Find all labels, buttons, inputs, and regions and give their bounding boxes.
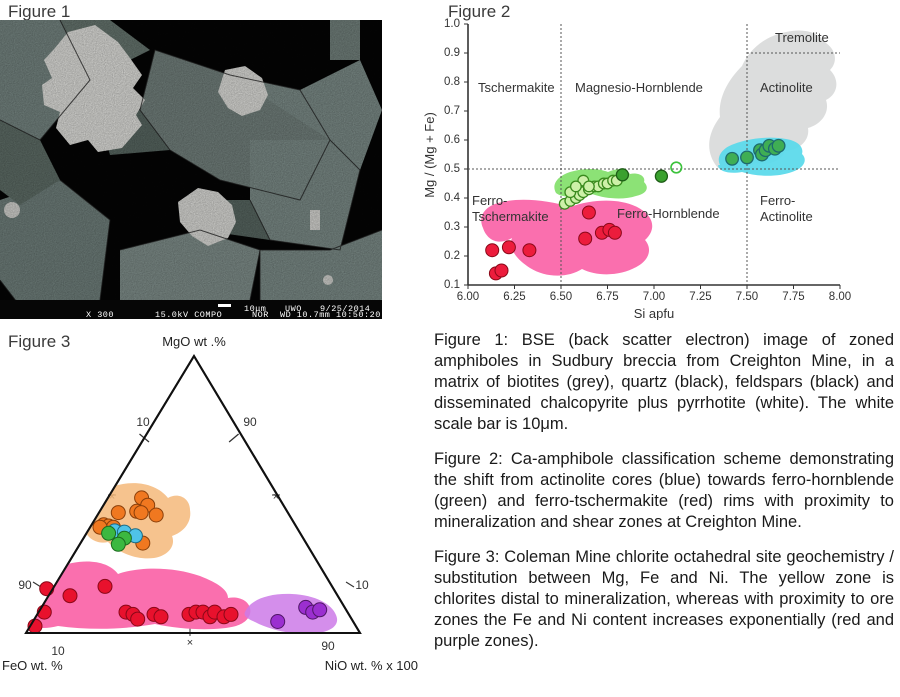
svg-text:WD 10.7mm 10:50:20: WD 10.7mm 10:50:20 <box>280 310 381 319</box>
svg-text:7.50: 7.50 <box>736 291 758 303</box>
svg-text:X 300: X 300 <box>86 310 114 319</box>
svg-text:Tschermakite: Tschermakite <box>472 209 549 224</box>
svg-text:0.8: 0.8 <box>444 76 460 88</box>
svg-text:NOR: NOR <box>252 310 269 319</box>
svg-text:Ferro-Hornblende: Ferro-Hornblende <box>617 206 720 221</box>
svg-text:0.6: 0.6 <box>444 134 460 146</box>
svg-text:Mg / (Mg + Fe): Mg / (Mg + Fe) <box>422 112 437 198</box>
svg-text:6.25: 6.25 <box>503 291 525 303</box>
svg-text:Ferro-: Ferro- <box>472 193 507 208</box>
svg-text:Magnesio-Hornblende: Magnesio-Hornblende <box>575 80 703 95</box>
svg-text:Actinolite: Actinolite <box>760 209 813 224</box>
svg-text:0.7: 0.7 <box>444 105 460 117</box>
svg-text:7.75: 7.75 <box>782 291 804 303</box>
svg-text:6.00: 6.00 <box>457 291 479 303</box>
svg-text:Actinolite: Actinolite <box>760 80 813 95</box>
svg-text:0.3: 0.3 <box>444 221 460 233</box>
svg-text:0.9: 0.9 <box>444 47 460 59</box>
svg-text:Tschermakite: Tschermakite <box>478 80 555 95</box>
svg-text:0.5: 0.5 <box>444 163 460 175</box>
svg-text:Ferro-: Ferro- <box>760 193 795 208</box>
svg-text:15.0kV COMPO: 15.0kV COMPO <box>155 310 222 319</box>
svg-text:Si apfu: Si apfu <box>634 306 674 320</box>
svg-text:1.0: 1.0 <box>444 18 460 30</box>
svg-text:7.25: 7.25 <box>689 291 711 303</box>
svg-text:6.75: 6.75 <box>596 291 618 303</box>
svg-text:Tremolite: Tremolite <box>775 30 829 45</box>
svg-text:0.1: 0.1 <box>444 279 460 291</box>
svg-text:8.00: 8.00 <box>829 291 851 303</box>
svg-text:6.50: 6.50 <box>550 291 572 303</box>
svg-text:0.2: 0.2 <box>444 250 460 262</box>
svg-text:7.00: 7.00 <box>643 291 665 303</box>
svg-text:0.4: 0.4 <box>444 192 461 204</box>
